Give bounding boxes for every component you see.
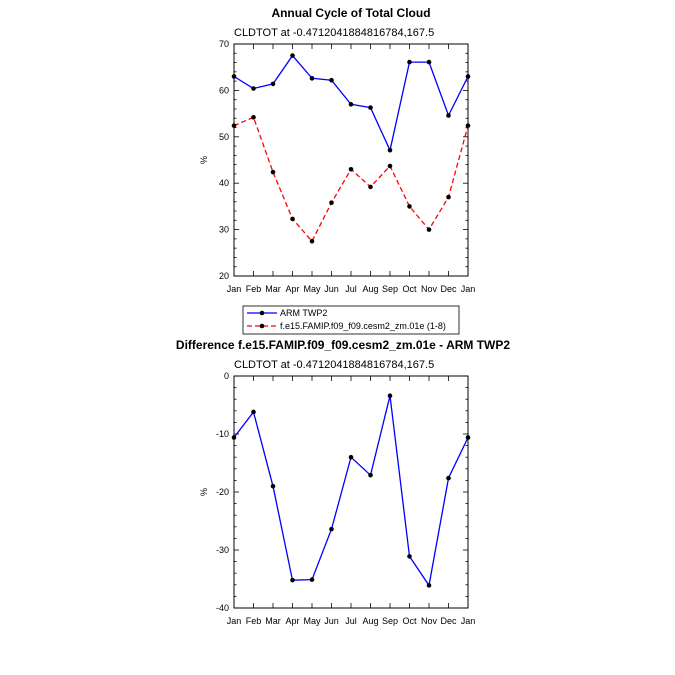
data-point-series-1 (465, 74, 471, 79)
top-panel: Annual Cycle of Total Cloud CLDTOT at -0… (199, 6, 475, 335)
plot-frame (233, 375, 469, 609)
data-point-series-2 (426, 227, 432, 232)
data-point-series-1 (426, 59, 432, 65)
data-point-series-2 (329, 200, 334, 205)
x-tick-label: Oct (402, 616, 417, 626)
y-tick-label: 40 (219, 178, 229, 188)
data-point-series-1 (465, 435, 471, 440)
data-point-series-1 (407, 554, 412, 559)
x-tick-label: Jun (324, 284, 339, 294)
x-tick-label: Jun (324, 616, 339, 626)
y-tick-label: 60 (219, 85, 229, 95)
legend-box (242, 305, 460, 335)
x-tick-label: Apr (285, 616, 299, 626)
data-point-series-1 (348, 102, 354, 107)
data-point-series-2 (270, 169, 276, 175)
data-point-series-2 (290, 216, 295, 222)
data-point-series-1 (446, 475, 451, 481)
data-point-series-1 (231, 435, 237, 440)
y-tick-label: -20 (216, 487, 229, 497)
bottom-chart-title: Difference f.e15.FAMIP.f09_f09.cesm2_zm.… (176, 338, 510, 352)
data-point-series-1 (407, 59, 412, 65)
x-tick-label: Feb (246, 616, 262, 626)
y-tick-label: 50 (219, 132, 229, 142)
top-legend: ARM TWP2 f.e15.FAMIP.f09_f09.cesm2_zm.01… (242, 305, 460, 335)
data-point-series-1 (309, 76, 315, 81)
data-point-series-1 (329, 77, 334, 83)
data-point-series-1 (368, 472, 373, 478)
x-tick-label: Feb (246, 284, 262, 294)
data-point-series-1 (270, 81, 276, 87)
x-tick-label: Jan (461, 284, 476, 294)
data-point-series-1 (270, 483, 276, 489)
x-tick-label: Dec (440, 616, 457, 626)
x-tick-label: Jan (461, 616, 476, 626)
data-point-series-2 (231, 123, 237, 128)
data-point-series-1 (251, 409, 256, 415)
top-chart-title: Annual Cycle of Total Cloud (271, 6, 430, 20)
bottom-y-axis-label: % (199, 488, 209, 496)
series-line-2 (233, 116, 469, 243)
x-tick-label: Jan (227, 284, 242, 294)
x-tick-label: Aug (362, 284, 378, 294)
data-point-series-2 (465, 123, 471, 128)
series-line-1 (233, 395, 469, 588)
data-point-series-1 (387, 147, 393, 153)
x-tick-label: May (303, 284, 321, 294)
x-tick-label: Dec (440, 284, 457, 294)
x-tick-label: Jul (345, 616, 357, 626)
x-tick-label: Nov (421, 284, 438, 294)
x-tick-label: Jan (227, 616, 242, 626)
top-chart-subtitle: CLDTOT at -0.4712041884816784,167.5 (234, 27, 434, 39)
legend-label-series-1: ARM TWP2 (280, 308, 327, 318)
data-point-series-2 (348, 166, 354, 172)
x-tick-label: Jul (345, 284, 357, 294)
x-tick-label: Oct (402, 284, 417, 294)
data-point-series-1 (231, 74, 237, 79)
x-tick-label: Sep (382, 284, 398, 294)
bottom-panel: Difference f.e15.FAMIP.f09_f09.cesm2_zm.… (176, 338, 510, 626)
y-tick-label: 20 (219, 271, 229, 281)
data-point-series-1 (290, 53, 295, 58)
data-point-series-2 (309, 238, 315, 244)
x-tick-label: Mar (265, 616, 281, 626)
data-point-series-1 (368, 105, 373, 110)
y-tick-label: 0 (224, 371, 229, 381)
legend-marker-series-1 (259, 310, 265, 316)
bottom-plot-area: -40 -30 -20 -10 0 Jan Feb Mar Apr May Jun Jul Aug Sep… (216, 371, 475, 626)
x-tick-label: May (303, 616, 321, 626)
data-point-series-1 (426, 583, 432, 588)
top-plot-area: 20 30 40 50 60 70 Jan Feb Mar Apr May Jun Jul Aug Sep O… (219, 39, 475, 294)
legend-label-series-2: f.e15.FAMIP.f09_f09.cesm2_zm.01e (1-8) (280, 321, 446, 331)
top-y-axis-label: % (199, 156, 209, 164)
data-point-series-2 (407, 204, 412, 209)
x-tick-label: Apr (285, 284, 299, 294)
data-point-series-1 (329, 526, 334, 532)
y-tick-label: -30 (216, 545, 229, 555)
data-point-series-2 (446, 194, 451, 200)
y-tick-label: 30 (219, 225, 229, 235)
data-point-series-1 (348, 454, 354, 460)
y-tick-label: -40 (216, 603, 229, 613)
x-tick-label: Nov (421, 616, 438, 626)
data-point-series-1 (309, 577, 315, 582)
data-point-series-1 (387, 393, 393, 399)
bottom-chart-subtitle: CLDTOT at -0.4712041884816784,167.5 (234, 359, 434, 371)
y-tick-label: -10 (216, 429, 229, 439)
data-point-series-2 (251, 115, 256, 120)
x-tick-label: Mar (265, 284, 281, 294)
x-tick-label: Aug (362, 616, 378, 626)
data-point-series-1 (251, 86, 256, 91)
data-point-series-1 (290, 577, 295, 583)
data-point-series-2 (387, 163, 393, 169)
x-tick-label: Sep (382, 616, 398, 626)
data-point-series-2 (368, 184, 373, 190)
legend-marker-series-2 (259, 323, 265, 329)
data-point-series-1 (446, 113, 451, 118)
y-tick-label: 70 (219, 39, 229, 49)
